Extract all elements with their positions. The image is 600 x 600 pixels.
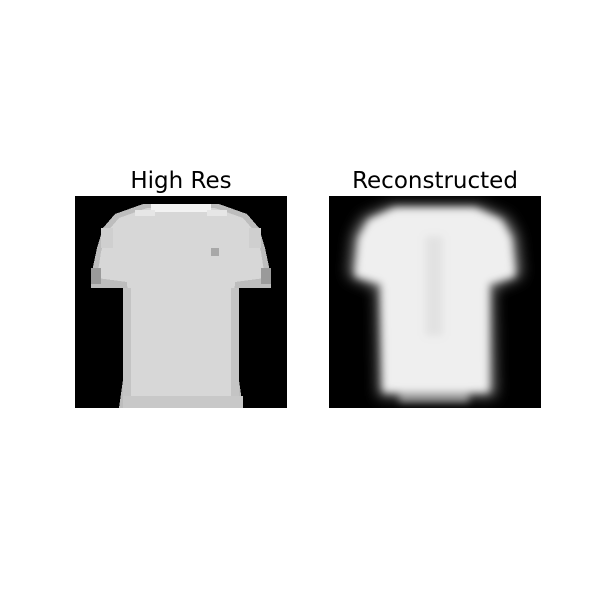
panel-reconstructed: Reconstructed [329, 166, 541, 408]
panel-high-res: High Res [75, 166, 287, 408]
high-res-image [75, 196, 287, 408]
panel-title-high-res: High Res [130, 168, 232, 194]
panel-title-reconstructed: Reconstructed [352, 168, 518, 194]
reconstructed-image [329, 196, 541, 408]
